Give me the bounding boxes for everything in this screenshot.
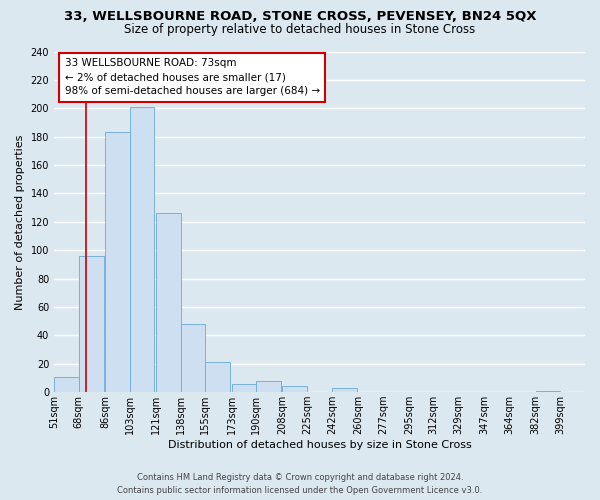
- Bar: [256, 381, 281, 392]
- Y-axis label: Number of detached properties: Number of detached properties: [15, 134, 25, 310]
- Bar: [130, 107, 154, 392]
- Bar: [181, 324, 205, 392]
- Bar: [232, 384, 256, 392]
- Text: Size of property relative to detached houses in Stone Cross: Size of property relative to detached ho…: [124, 22, 476, 36]
- Text: 33 WELLSBOURNE ROAD: 73sqm
← 2% of detached houses are smaller (17)
98% of semi-: 33 WELLSBOURNE ROAD: 73sqm ← 2% of detac…: [65, 58, 320, 96]
- Text: 33, WELLSBOURNE ROAD, STONE CROSS, PEVENSEY, BN24 5QX: 33, WELLSBOURNE ROAD, STONE CROSS, PEVEN…: [64, 10, 536, 23]
- Bar: [156, 214, 181, 392]
- Bar: [54, 376, 79, 392]
- X-axis label: Distribution of detached houses by size in Stone Cross: Distribution of detached houses by size …: [167, 440, 472, 450]
- Bar: [205, 362, 230, 392]
- Bar: [79, 256, 104, 392]
- Bar: [332, 388, 356, 392]
- Bar: [105, 132, 130, 392]
- Text: Contains HM Land Registry data © Crown copyright and database right 2024.
Contai: Contains HM Land Registry data © Crown c…: [118, 474, 482, 495]
- Bar: [536, 390, 560, 392]
- Bar: [283, 386, 307, 392]
